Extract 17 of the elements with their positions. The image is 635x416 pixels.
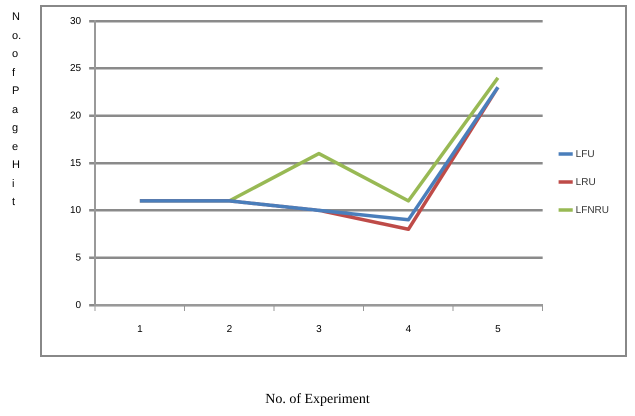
legend-label: LRU: [576, 176, 596, 188]
y-tick-label: 5: [76, 252, 82, 264]
x-tick-label: 5: [495, 324, 502, 335]
legend-label: LFU: [576, 148, 595, 160]
x-tick-label: 3: [316, 324, 322, 335]
y-tick-label: 15: [70, 158, 82, 169]
text: No. of PageHit: [12, 11, 22, 208]
y-tick-label: 25: [70, 63, 82, 74]
x-axis-title: No. of Experiment: [264, 392, 371, 408]
y-tick-label: 0: [76, 300, 82, 311]
y-tick-label: 20: [70, 110, 82, 122]
legend-label: LFNRU: [576, 204, 610, 216]
x-tick-label: 1: [137, 324, 144, 335]
x-tick-label: 4: [406, 324, 412, 335]
y-tick-label: 10: [70, 205, 82, 216]
x-tick-label: 2: [226, 324, 233, 335]
y-tick-label: 30: [70, 16, 82, 27]
